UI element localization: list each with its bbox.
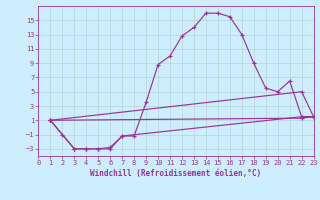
X-axis label: Windchill (Refroidissement éolien,°C): Windchill (Refroidissement éolien,°C) xyxy=(91,169,261,178)
